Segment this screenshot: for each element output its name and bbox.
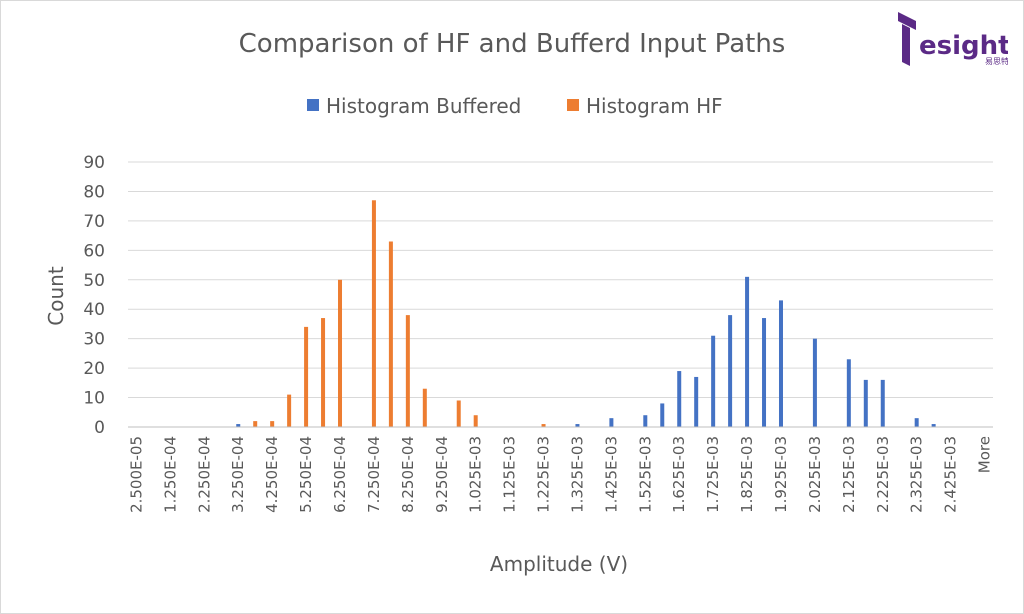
logo-subtext: 易思特: [985, 56, 1008, 66]
y-tick-label: 80: [83, 182, 105, 202]
bar: [762, 318, 767, 427]
x-tick-label: 2.025E-03: [806, 436, 824, 513]
x-tick-label: 1.725E-03: [704, 436, 722, 513]
bar: [660, 403, 665, 427]
bar: [812, 338, 817, 427]
x-tick-label: 2.125E-03: [840, 436, 858, 513]
y-tick-label: 40: [83, 300, 105, 320]
bar: [863, 379, 868, 427]
x-axis-title: Amplitude (V): [490, 552, 628, 576]
x-tick-label: 2.425E-03: [942, 436, 960, 513]
y-tick-label: 0: [94, 418, 105, 438]
gridlines: [128, 161, 993, 399]
legend-label-hf: Histogram HF: [586, 94, 723, 118]
bar: [643, 415, 648, 427]
x-axis-ticks: 2.500E-05 1.250E-04 2.250E-04 3.250E-04 4.25…: [127, 436, 993, 513]
bar: [541, 424, 546, 427]
x-tick-label: 1.250E-04: [161, 436, 179, 513]
y-tick-label: 20: [83, 359, 105, 379]
bar: [914, 418, 919, 427]
bar: [456, 400, 461, 427]
x-tick-label: 1.325E-03: [568, 436, 586, 513]
x-tick-label: 6.250E-04: [331, 436, 349, 513]
bar: [473, 415, 478, 427]
bar: [745, 276, 750, 427]
x-tick-label: 3.250E-04: [229, 436, 247, 513]
bar: [270, 421, 275, 427]
chart-title: Comparison of HF and Bufferd Input Paths: [239, 29, 786, 59]
y-tick-label: 70: [83, 212, 105, 232]
bar: [405, 315, 410, 427]
x-tick-label: 2.225E-03: [874, 436, 892, 513]
bar: [338, 279, 343, 427]
x-tick-label: 1.225E-03: [535, 436, 553, 513]
bars: [236, 200, 936, 427]
x-tick-label: 9.250E-04: [433, 436, 451, 513]
bar: [236, 424, 241, 427]
y-axis-title: Count: [44, 266, 68, 326]
x-tick-label: 5.250E-04: [297, 436, 315, 513]
bar: [694, 376, 699, 427]
logo-mark-top: [898, 12, 916, 30]
bar: [846, 359, 851, 427]
bar: [931, 424, 936, 427]
x-tick-label: 1.625E-03: [670, 436, 688, 513]
x-tick-label: 1.925E-03: [772, 436, 790, 513]
x-tick-label: 2.250E-04: [195, 436, 213, 513]
x-tick-label: 8.250E-04: [399, 436, 417, 513]
logo-text: esight: [919, 31, 1008, 61]
y-tick-label: 60: [83, 241, 105, 261]
logo-mark-stem: [902, 24, 910, 66]
bar: [778, 300, 783, 427]
x-tick-label: 1.825E-03: [738, 436, 756, 513]
x-tick-label: 1.425E-03: [602, 436, 620, 513]
x-tick-label: More: [976, 436, 994, 473]
bar: [371, 200, 376, 427]
bar: [728, 315, 733, 427]
x-tick-label: 2.325E-03: [908, 436, 926, 513]
bar: [422, 388, 427, 427]
bar: [304, 326, 309, 427]
x-tick-label: 1.525E-03: [636, 436, 654, 513]
legend-swatch-hf: [567, 99, 579, 111]
legend: Histogram Buffered Histogram HF: [307, 94, 723, 118]
bar: [388, 241, 393, 427]
x-tick-label: 2.500E-05: [127, 436, 145, 513]
bar: [609, 418, 614, 427]
brand-logo: esight 易思特: [898, 12, 1008, 66]
x-tick-label: 1.125E-03: [501, 436, 519, 513]
y-tick-label: 90: [83, 153, 105, 173]
bar: [711, 335, 716, 427]
y-axis-ticks: 0 10 20 30 40 50 60 70 80 90: [83, 153, 105, 438]
x-tick-label: 1.025E-03: [467, 436, 485, 513]
bar: [253, 421, 258, 427]
bar: [321, 318, 326, 427]
legend-swatch-buffered: [307, 99, 319, 111]
bar: [287, 394, 292, 427]
legend-label-buffered: Histogram Buffered: [326, 94, 521, 118]
y-tick-label: 10: [83, 389, 105, 409]
x-tick-label: 7.250E-04: [365, 436, 383, 513]
y-tick-label: 30: [83, 330, 105, 350]
bar: [677, 371, 682, 427]
y-tick-label: 50: [83, 271, 105, 291]
x-tick-label: 4.250E-04: [263, 436, 281, 513]
bar: [575, 424, 580, 427]
bar: [880, 379, 885, 427]
